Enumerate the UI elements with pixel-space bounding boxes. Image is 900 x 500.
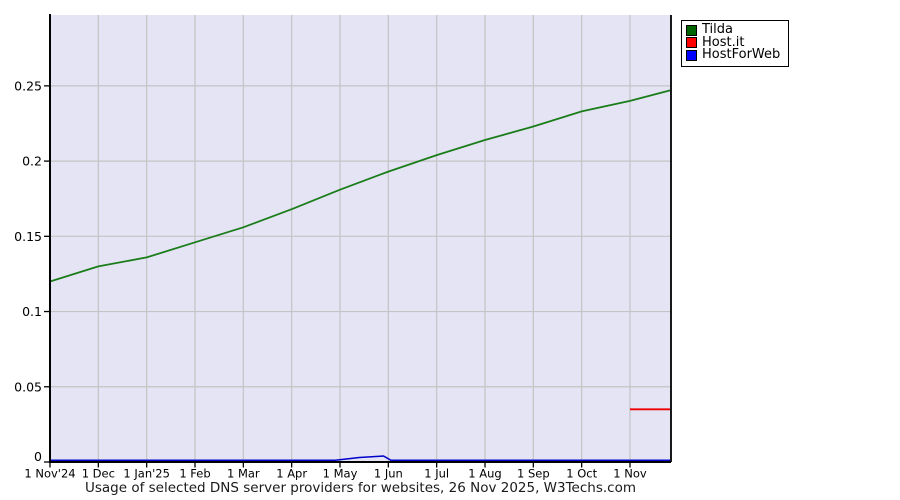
x-tick-label: 1 Nov: [613, 467, 647, 481]
y-tick-label: 0.2: [22, 154, 42, 169]
legend-label: Host.it: [702, 34, 745, 50]
x-tick-label: 1 Jul: [424, 467, 449, 481]
series-line-hostforweb: [50, 455, 671, 461]
y-tick-label: 0.05: [14, 379, 42, 394]
x-tick-label: 1 Apr: [276, 467, 307, 481]
legend-item-host-it: Host.it: [686, 34, 780, 50]
x-tick-label: 1 May: [323, 467, 358, 481]
x-tick-label: 1 Sep: [517, 467, 550, 481]
x-tick-label: 1 Nov'24: [24, 467, 75, 481]
series-line-tilda: [49, 89, 671, 283]
y-tick-label: 0: [34, 449, 42, 464]
x-tick-label: 1 Aug: [468, 467, 501, 481]
legend-label: HostForWeb: [702, 47, 781, 62]
legend-item-tilda: Tilda: [686, 22, 780, 37]
chart-title: Usage of selected DNS server providers f…: [84, 480, 637, 496]
x-tick-label: 1 Dec: [82, 467, 115, 481]
y-tick-label: 0.1: [22, 304, 42, 319]
legend-swatch-icon: [686, 37, 697, 49]
legend-label: Tilda: [702, 22, 733, 37]
y-tick-label: 0.15: [14, 229, 42, 244]
x-tick-label: 1 Mar: [227, 467, 260, 481]
legend-swatch-icon: [686, 49, 697, 61]
x-tick-label: 1 Jan'25: [123, 467, 170, 481]
x-tick-label: 1 Jun: [374, 467, 403, 481]
legend-swatch-icon: [686, 24, 697, 36]
y-tick-label: 0.25: [14, 78, 42, 93]
plot-background: [50, 15, 671, 462]
x-tick-label: 1 Oct: [566, 467, 597, 481]
legend: Tilda Host.it HostForWeb: [681, 20, 790, 67]
legend-item-hostforweb: HostForWeb: [686, 47, 781, 62]
x-tick-label: 1 Feb: [179, 467, 210, 481]
